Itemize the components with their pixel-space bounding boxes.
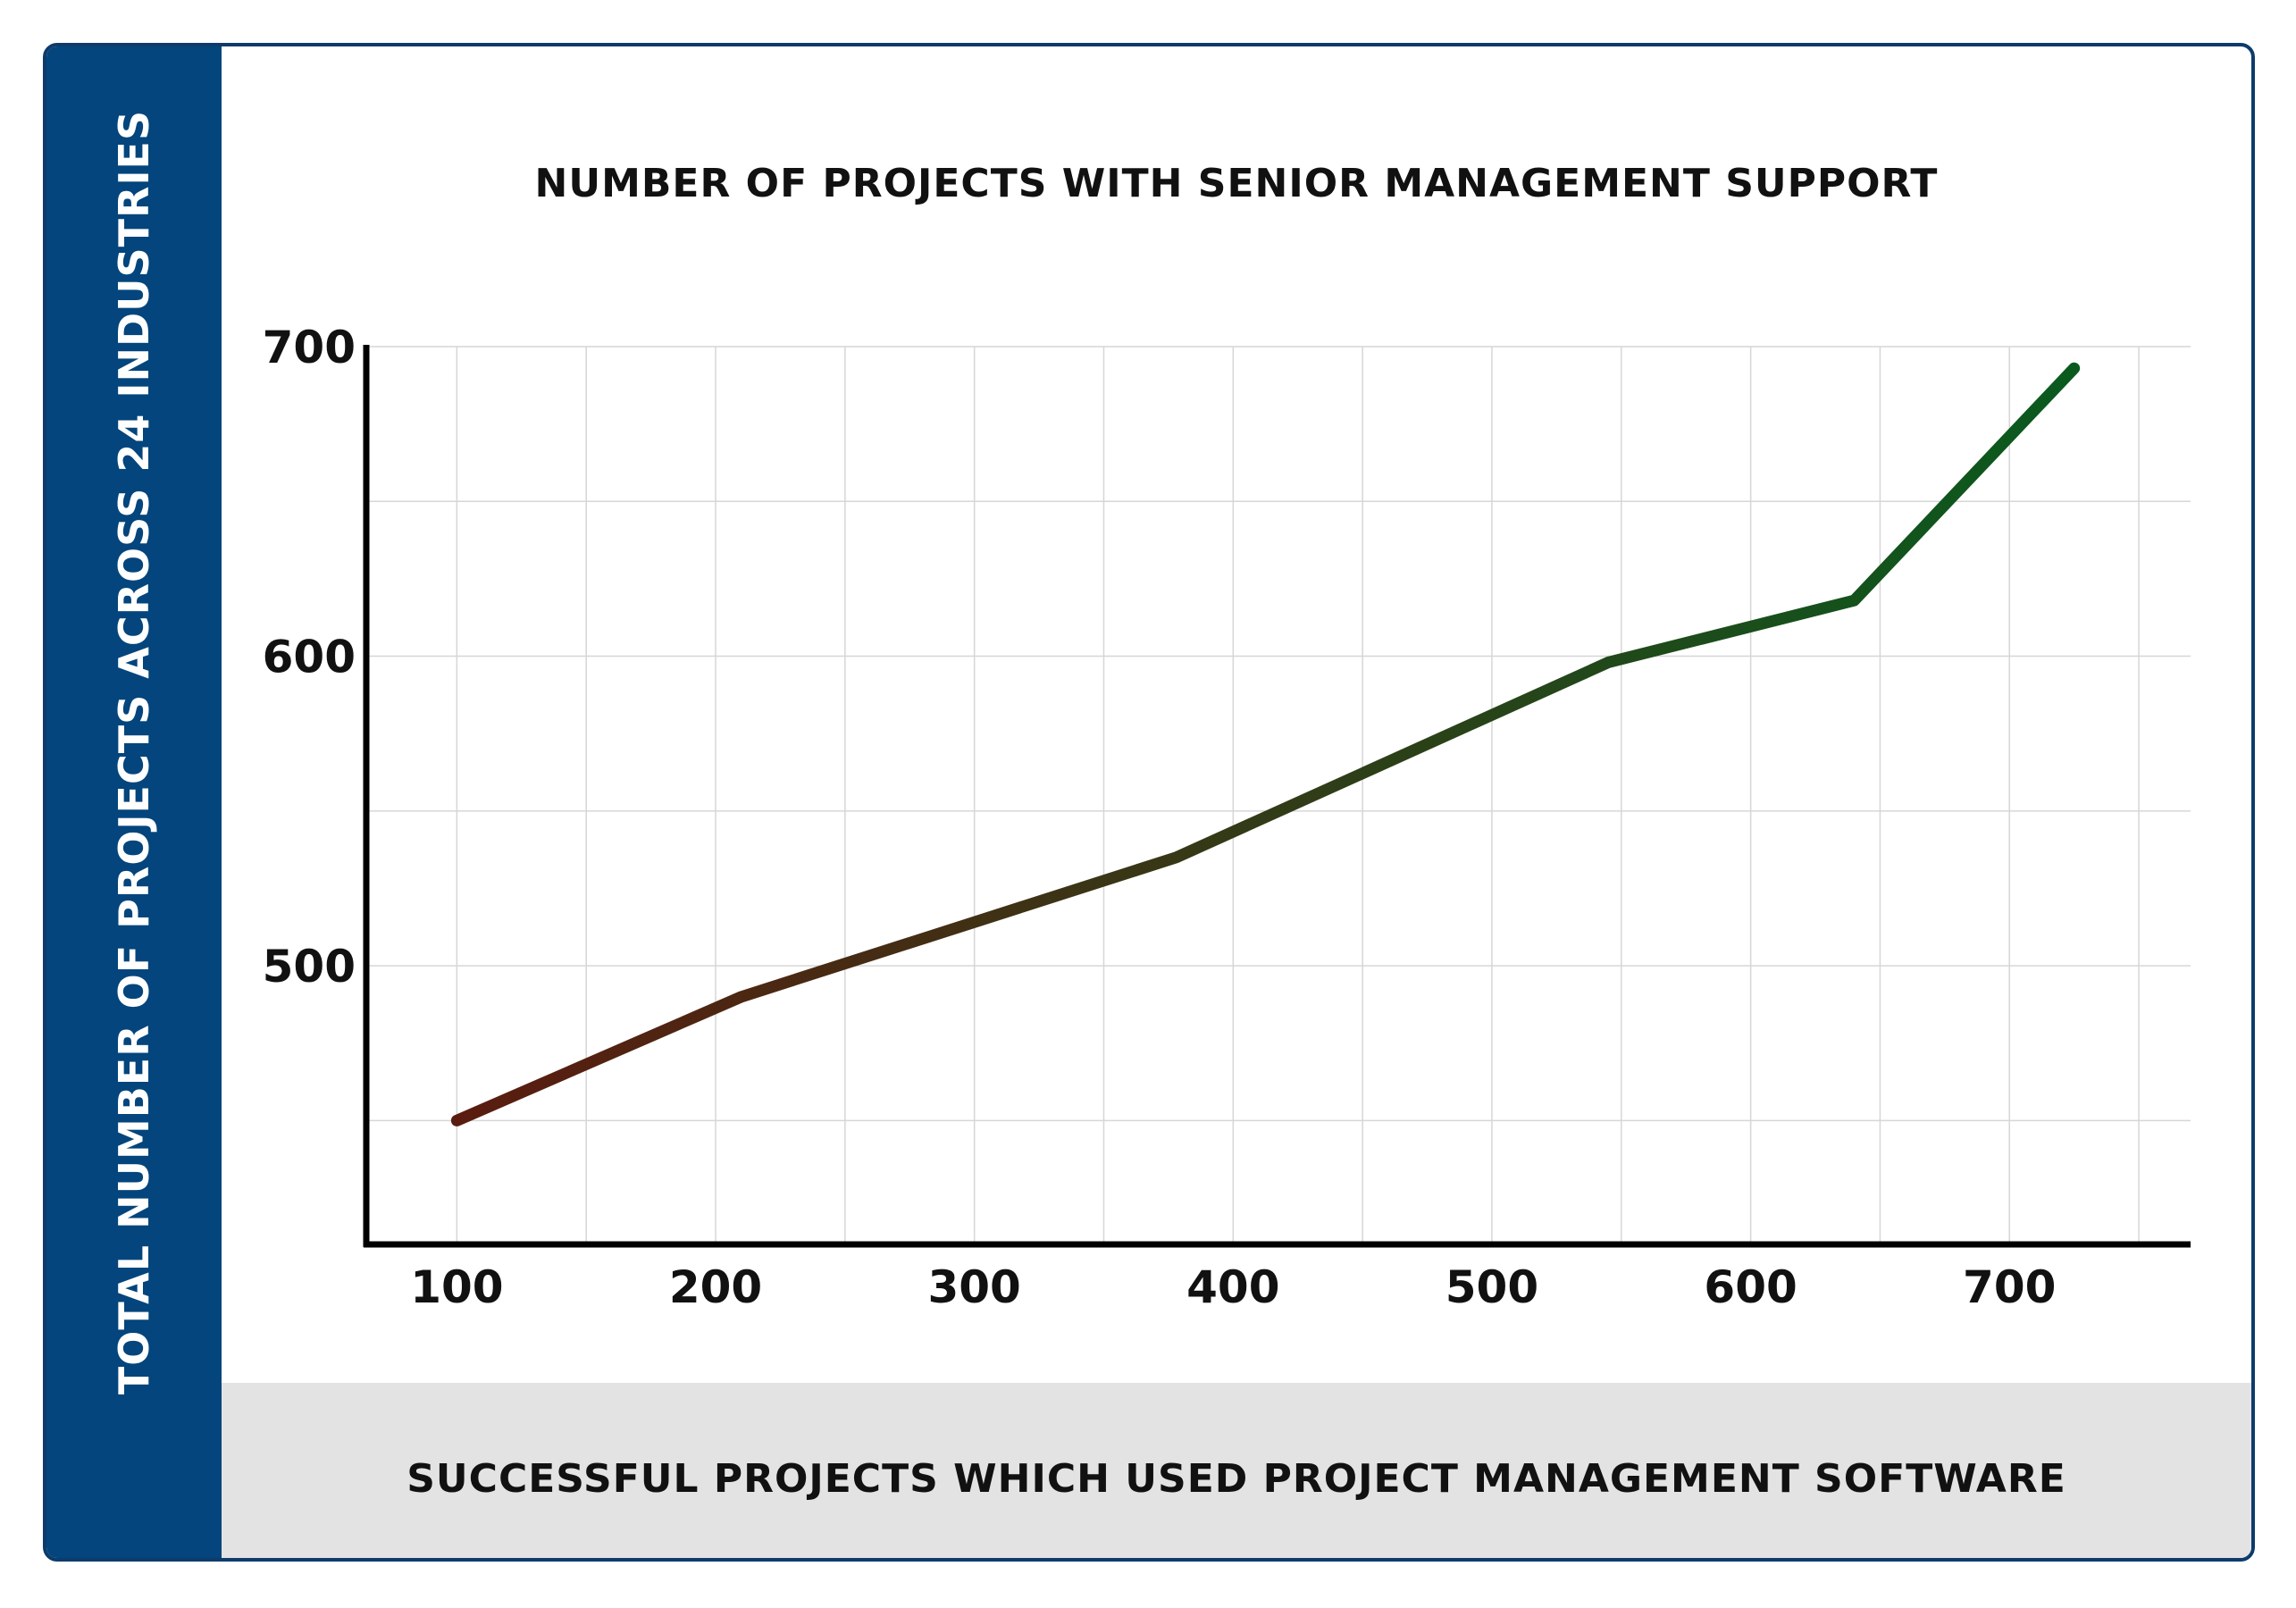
chart-card: TOTAL NUMBER OF PROJECTS ACROSS 24 INDUS… [43, 43, 2255, 1562]
y-axis-band [46, 46, 222, 1558]
x-axis-band: SUCCESSFUL PROJECTS WHICH USED PROJECT M… [222, 1383, 2251, 1558]
y-tick-label: 600 [263, 632, 356, 683]
x-tick-label: 600 [1704, 1261, 1797, 1313]
y-tick-label: 500 [263, 941, 356, 992]
axes [363, 345, 2191, 1248]
x-axis-label: SUCCESSFUL PROJECTS WHICH USED PROJECT M… [406, 1456, 2066, 1502]
x-tick-label: 300 [927, 1261, 1020, 1313]
tick-labels: 100 200 300 400 500 600 700 500 600 700 [263, 322, 2057, 1313]
x-tick-label: 700 [1963, 1261, 2056, 1313]
y-tick-label: 700 [263, 322, 356, 373]
grid [366, 346, 2191, 1244]
series-layer [450, 362, 2081, 1126]
x-tick-label: 100 [410, 1261, 503, 1313]
chart-title: NUMBER OF PROJECTS WITH SENIOR MANAGEMEN… [534, 161, 1939, 206]
x-tick-label: 200 [669, 1261, 762, 1313]
x-tick-label: 400 [1186, 1261, 1279, 1313]
x-tick-label: 500 [1445, 1261, 1538, 1313]
series-line-0 [450, 362, 2081, 1126]
